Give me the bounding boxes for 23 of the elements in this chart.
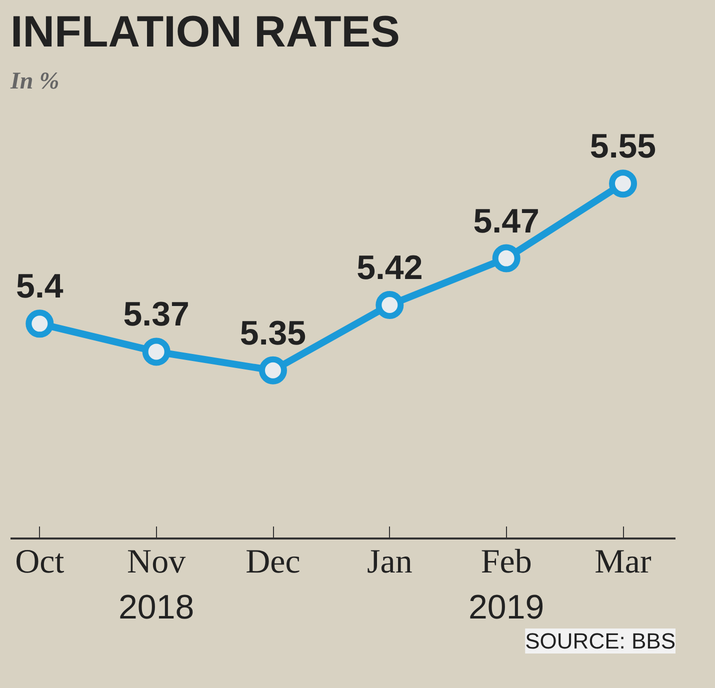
data-label: 5.4 xyxy=(16,268,64,306)
data-label: 5.42 xyxy=(356,248,423,287)
point xyxy=(26,310,54,338)
x-tick-label: Jan xyxy=(367,544,412,580)
data-label: 5.55 xyxy=(590,128,656,166)
data-label: 5.47 xyxy=(473,202,540,240)
x-tick-label: Mar xyxy=(594,544,652,580)
point xyxy=(376,291,404,319)
data-label: 5.35 xyxy=(240,314,306,352)
x-tick-label: Dec xyxy=(246,544,300,580)
chart-title: INFLATION RATES xyxy=(10,8,400,56)
source-note: SOURCE: BBS xyxy=(525,628,676,654)
point xyxy=(609,170,637,198)
x-tick-label: Oct xyxy=(15,544,65,580)
point xyxy=(142,338,170,366)
data-label: 5.37 xyxy=(123,296,190,334)
point xyxy=(492,244,520,272)
x-tick-label: Feb xyxy=(480,544,532,580)
chart-subtitle: In % xyxy=(10,68,60,94)
point xyxy=(259,356,287,384)
text: 2019 xyxy=(468,588,544,626)
x-tick-label: Nov xyxy=(127,544,186,580)
text: 2018 xyxy=(118,588,194,626)
